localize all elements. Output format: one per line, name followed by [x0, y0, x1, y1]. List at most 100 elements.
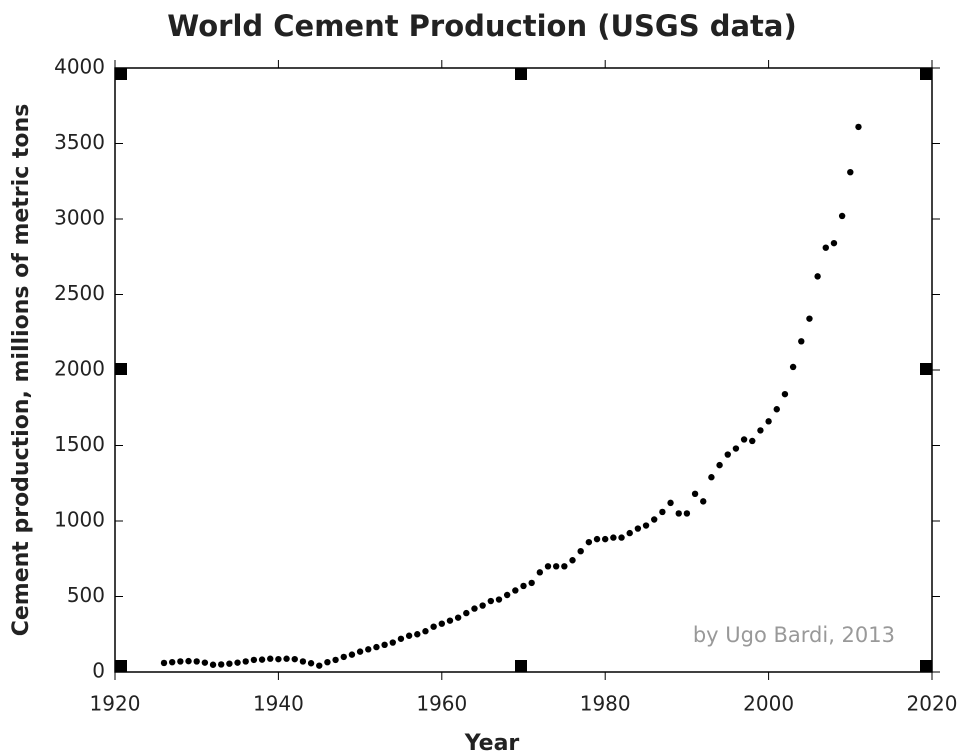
- point: [242, 658, 249, 665]
- point: [218, 661, 225, 668]
- point: [536, 569, 544, 576]
- point: [847, 168, 854, 176]
- point: [422, 628, 429, 635]
- point: [618, 534, 625, 541]
- point: [512, 587, 519, 594]
- point: [283, 655, 290, 662]
- point: [177, 658, 184, 665]
- handle: [115, 660, 127, 672]
- y-axis-label: Cement production, millions of metric to…: [9, 104, 34, 637]
- point: [267, 655, 274, 662]
- point: [348, 651, 356, 658]
- point: [430, 623, 437, 630]
- point: [258, 656, 266, 663]
- point: [503, 591, 511, 599]
- point: [446, 617, 454, 624]
- x-tick-label: 1960: [416, 692, 467, 716]
- point: [561, 563, 568, 570]
- point: [732, 445, 740, 452]
- point: [463, 609, 470, 617]
- point: [798, 338, 805, 345]
- handles: [115, 68, 932, 672]
- point: [381, 641, 388, 649]
- point: [520, 582, 527, 590]
- point: [340, 653, 347, 661]
- y-tick-label: 500: [67, 583, 105, 607]
- y-tick-label: 4000: [54, 55, 105, 79]
- point: [716, 461, 723, 469]
- point: [683, 510, 691, 517]
- point: [324, 658, 331, 666]
- point: [749, 437, 756, 445]
- y-tick-label: 1500: [54, 432, 105, 456]
- point: [830, 239, 838, 247]
- point: [160, 659, 168, 667]
- point: [724, 451, 731, 458]
- y-tick-label: 3000: [54, 206, 105, 230]
- point: [659, 508, 666, 516]
- handle: [115, 68, 127, 80]
- x-tick-label: 1940: [253, 692, 304, 716]
- point: [610, 534, 617, 541]
- y-tick-label: 2000: [54, 357, 105, 381]
- point: [389, 639, 396, 646]
- x-tick-label: 2000: [743, 692, 794, 716]
- point: [552, 563, 560, 570]
- point: [397, 635, 405, 642]
- x-axis-label: Year: [464, 731, 520, 756]
- handle: [920, 363, 932, 375]
- point: [316, 662, 323, 669]
- point: [569, 557, 576, 564]
- point: [806, 315, 813, 322]
- x-tick-label: 1980: [580, 692, 631, 716]
- point: [675, 510, 682, 517]
- point: [602, 535, 609, 543]
- point: [479, 602, 486, 609]
- point: [528, 579, 535, 587]
- handle: [115, 363, 127, 375]
- handle: [515, 660, 527, 672]
- x-tick-label: 2020: [907, 692, 958, 716]
- point: [765, 418, 772, 425]
- point: [234, 659, 241, 666]
- point: [651, 516, 658, 523]
- point: [291, 655, 298, 663]
- y-tick-label: 1000: [54, 508, 105, 532]
- point: [193, 658, 200, 665]
- point: [332, 656, 339, 664]
- point: [168, 658, 176, 666]
- point: [822, 244, 829, 251]
- annotation: by Ugo Bardi, 2013: [693, 623, 895, 647]
- point: [454, 614, 462, 621]
- point: [781, 390, 789, 398]
- point: [838, 212, 846, 220]
- point: [373, 643, 380, 651]
- point: [757, 427, 764, 434]
- point: [471, 605, 478, 612]
- point: [691, 490, 699, 498]
- point: [642, 522, 650, 529]
- point: [773, 406, 780, 413]
- point: [626, 529, 633, 537]
- point: [487, 597, 495, 605]
- handle: [920, 660, 932, 672]
- point: [250, 656, 258, 664]
- point: [365, 646, 372, 653]
- point: [495, 596, 503, 603]
- point: [356, 648, 364, 655]
- point: [405, 632, 413, 639]
- handle: [515, 68, 527, 80]
- point: [185, 657, 192, 665]
- point: [667, 499, 674, 507]
- point: [585, 538, 593, 546]
- point: [209, 661, 217, 668]
- point: [414, 631, 421, 638]
- point: [814, 273, 821, 280]
- handle: [920, 68, 932, 80]
- point: [275, 655, 282, 663]
- y-tick-label: 3500: [54, 130, 105, 154]
- point: [634, 525, 642, 532]
- point: [544, 563, 552, 570]
- chart-title: World Cement Production (USGS data): [167, 9, 796, 43]
